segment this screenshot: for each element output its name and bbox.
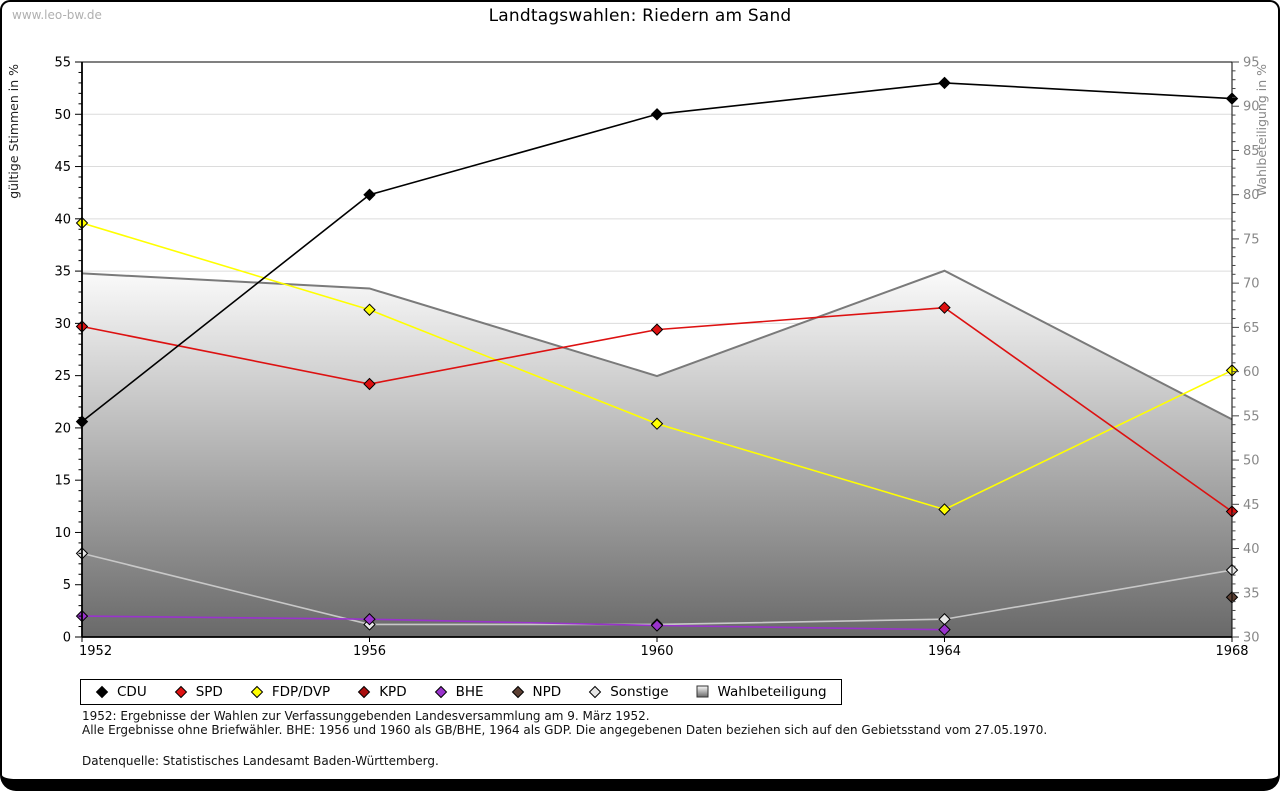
left-tick-label: 0 — [63, 631, 71, 646]
x-tick-label-1964: 1964 — [928, 644, 961, 659]
right-tick-label: 60 — [1243, 365, 1260, 380]
legend-item-kpd: KPD — [357, 684, 407, 700]
legend-label: Sonstige — [610, 684, 669, 700]
legend-label: CDU — [117, 684, 147, 700]
diamond-marker-icon — [357, 685, 371, 699]
data-point-spd-1960 — [650, 323, 664, 336]
series-bhe — [75, 609, 951, 636]
right-tick-label: 90 — [1243, 100, 1260, 115]
legend-label: NPD — [532, 684, 562, 700]
legend-label: SPD — [195, 684, 223, 700]
series-line — [81, 615, 945, 631]
participation-area-edge — [81, 269, 1233, 421]
x-tick-label-1968: 1968 — [1215, 644, 1248, 659]
legend-item-cdu: CDU — [95, 684, 147, 700]
diamond-marker-icon — [511, 685, 524, 699]
participation-square-icon — [696, 685, 709, 698]
x-tick-label-1956: 1956 — [353, 644, 386, 659]
legend-item-sonstige: Sonstige — [588, 684, 669, 700]
chart-plot-area: 0 5 10 15 20 25 30 35 40 45 50 55 30 35 40 45 50 55 60 65 70… — [2, 2, 1280, 668]
left-tick-label: 40 — [54, 212, 71, 227]
left-tick-label: 50 — [54, 108, 71, 123]
right-tick-label: 95 — [1243, 56, 1260, 71]
legend-item-bhe: BHE — [434, 684, 484, 700]
left-tick-label: 35 — [54, 265, 71, 280]
legend-label: KPD — [379, 684, 407, 700]
footnote-line-2: Alle Ergebnisse ohne Briefwähler. BHE: 1… — [82, 722, 1048, 737]
right-tick-label: 40 — [1243, 542, 1260, 557]
left-axis-title: gültige Stimmen in % — [6, 64, 21, 199]
right-tick-label: 75 — [1243, 232, 1260, 247]
left-tick-label: 10 — [54, 526, 71, 541]
series-cdu — [75, 76, 1239, 428]
data-point-cdu-1964 — [938, 76, 951, 90]
chart-legend: CDU SPD FDP/DVP KPD BHE NPD Sonstige Wahlbeteil… — [80, 679, 842, 705]
left-tick-label: 45 — [54, 160, 71, 175]
left-tick-label: 15 — [54, 474, 71, 489]
election-line-chart: 0 5 10 15 20 25 30 35 40 45 50 55 30 35 40 45 50 55 60 65 70… — [6, 56, 1269, 660]
legend-item-fdp-dvp: FDP/DVP — [250, 684, 330, 700]
left-tick-label: 5 — [63, 578, 71, 593]
chart-title: Landtagswahlen: Riedern am Sand — [488, 6, 792, 26]
right-tick-label: 50 — [1243, 454, 1260, 469]
right-tick-label: 70 — [1243, 277, 1260, 292]
footnote-line-1: 1952: Ergebnisse der Wahlen zur Verfassu… — [82, 709, 650, 723]
data-point-cdu-1956 — [363, 188, 376, 201]
right-tick-label: 45 — [1243, 498, 1260, 513]
diamond-marker-icon — [95, 685, 109, 699]
data-point-cdu-1960 — [650, 108, 664, 121]
left-tick-label: 55 — [54, 56, 71, 71]
right-tick-label: 35 — [1243, 586, 1260, 601]
legend-label: FDP/DVP — [271, 684, 331, 700]
data-point-bhe-1960 — [650, 619, 664, 632]
right-axis-title: Wahlbeteiligung in % — [1254, 64, 1269, 196]
diamond-marker-icon — [588, 685, 602, 699]
data-point-fdp-dvp-1956 — [363, 303, 376, 316]
chart-footnotes: 1952: Ergebnisse der Wahlen zur Verfassu… — [82, 709, 1048, 769]
data-point-bhe-1956 — [363, 613, 376, 626]
diamond-marker-icon — [250, 685, 264, 699]
diamond-marker-icon — [174, 685, 187, 699]
x-tick-label-1960: 1960 — [640, 644, 673, 659]
right-tick-label: 30 — [1243, 631, 1260, 646]
participation-area — [82, 270, 1232, 637]
legend-item-spd: SPD — [174, 684, 223, 700]
right-tick-label: 55 — [1243, 409, 1260, 424]
data-point-spd-1956 — [363, 377, 376, 391]
x-tick-label-1952: 1952 — [79, 644, 112, 659]
right-tick-label: 80 — [1243, 188, 1260, 203]
right-tick-label: 85 — [1243, 144, 1260, 159]
legend-item-wahlbeteiligung: Wahlbeteiligung — [696, 684, 827, 700]
data-point-spd-1964 — [938, 301, 951, 314]
diamond-marker-icon — [434, 685, 447, 699]
data-point-fdp-dvp-1964 — [938, 503, 951, 516]
right-tick-label: 65 — [1243, 321, 1260, 336]
site-watermark: www.leo-bw.de — [12, 8, 102, 22]
legend-label: Wahlbeteiligung — [717, 684, 827, 700]
data-point-bhe-1964 — [938, 623, 951, 636]
left-tick-label: 30 — [54, 317, 71, 332]
data-point-fdp-dvp-1960 — [650, 417, 664, 430]
left-tick-label: 20 — [54, 421, 71, 436]
legend-label: BHE — [455, 684, 484, 700]
left-tick-label: 25 — [54, 369, 71, 384]
footnote-source: Datenquelle: Statistisches Landesamt Bad… — [82, 754, 439, 768]
legend-item-npd: NPD — [511, 684, 562, 700]
